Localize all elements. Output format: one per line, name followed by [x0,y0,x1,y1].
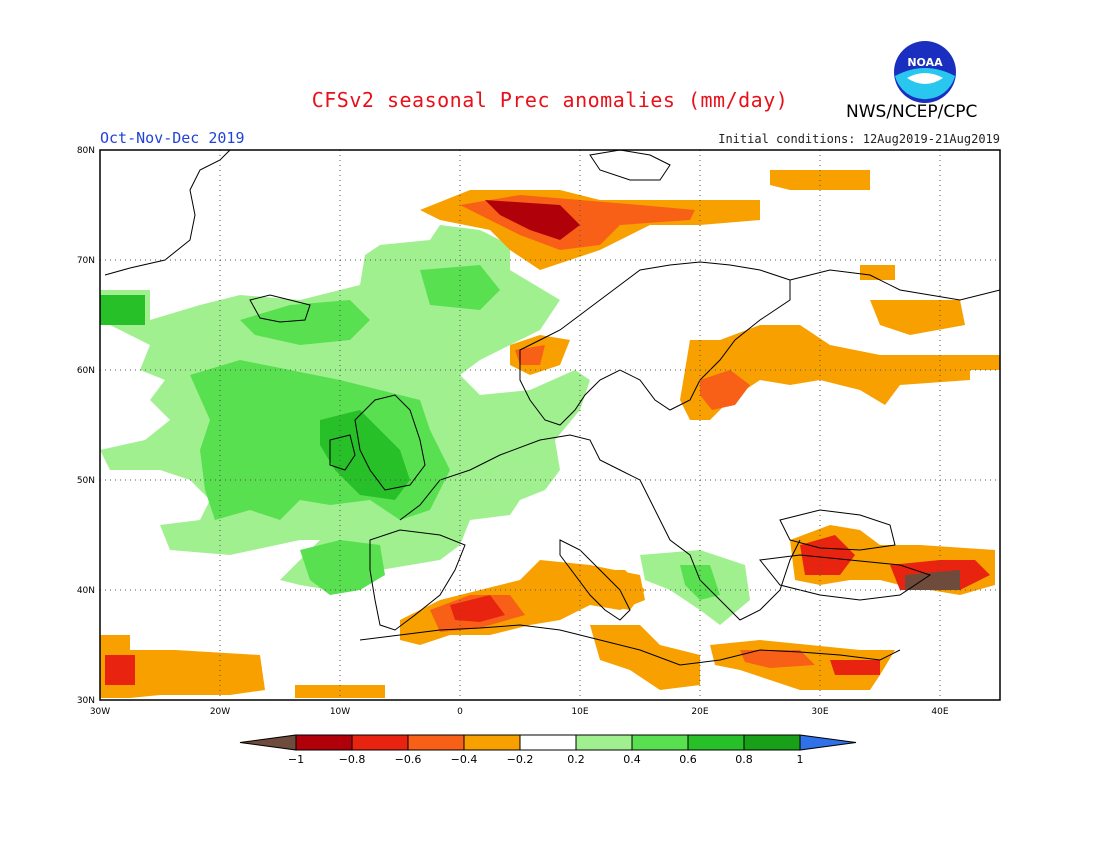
wet-region-balkans-core [680,565,720,600]
dry-region-subtropical-atlantic [100,635,265,698]
colorbar-tick-label: −0.6 [395,753,422,766]
lon-label: 40E [931,707,948,717]
lat-label: 30N [77,696,95,706]
dry-region-libya [590,625,700,690]
dry-region-levant-core [830,660,880,675]
dry-region-finland [700,370,750,410]
dry-region-caucasus-max [905,570,960,590]
colorbar-tick-label: 1 [797,753,804,766]
lon-label: 10W [330,707,350,717]
colorbar-swatch [687,734,745,751]
ireland-coast [329,434,356,471]
lon-label: 10E [571,707,588,717]
dry-region-algeria-core [450,595,505,622]
lon-label: 20W [210,707,230,717]
uk-coast [354,394,426,491]
lon-label: 30W [90,707,110,717]
colorbar-swatch [631,734,689,751]
noaa-logo: NOAA [894,41,956,103]
lon-labels: 30W 20W 10W 0 10E 20E 30E 40E [90,707,949,717]
colorbar-tick-label: 0.6 [679,753,697,766]
dry-region-white-sea [860,265,895,280]
colorbar-tick-label: −1 [288,753,304,766]
lon-label: 0 [457,707,463,717]
initial-conditions: Initial conditions: 12Aug2019-21Aug2019 [718,132,1000,146]
colorbar-tick-label: 0.2 [567,753,585,766]
map-title: CFSv2 seasonal Prec anomalies (mm/day) [311,88,789,112]
italy-coast [559,539,631,621]
forecast-period: Oct-Nov-Dec 2019 [100,129,245,147]
north-africa-coast [359,624,901,666]
black-sea-coast [779,509,896,551]
lat-label: 40N [77,586,95,596]
greenland-coast [104,149,231,276]
iceland-coast [249,294,311,323]
colorbar-swatch [407,734,465,751]
dry-region-egypt-core [740,650,815,668]
colorbar-swatch [519,734,577,751]
dry-region-russia [680,325,1000,420]
scandinavia-coast [519,261,791,426]
colorbar-swatch [575,734,633,751]
wet-region-ne-atlantic [100,295,145,325]
dry-region-norway-core [515,345,545,365]
colorbar-tick-label: 0.4 [623,753,641,766]
lat-label: 70N [77,256,95,266]
colorbar-swatch [743,734,801,751]
colorbar: −1 −0.8 −0.6 −0.4 −0.2 0.2 0.4 0.6 0.8 1 [239,734,857,766]
wet-region-norwegian-sea [420,265,500,310]
colorbar-arrow-low [239,734,297,751]
russia-north-coast [789,269,1001,301]
colorbar-swatch [463,734,521,751]
wet-region-north-atlantic [240,300,370,345]
anomaly-field [100,170,1000,698]
dry-region-turkey-core [800,535,855,575]
graticule [100,150,1000,700]
dry-region-morocco-s [295,685,385,698]
lat-label: 50N [77,476,95,486]
lat-labels: 80N 70N 60N 50N 40N 30N [77,146,95,706]
colorbar-tick-label: 0.8 [735,753,753,766]
logo-text: NOAA [907,56,943,69]
lat-label: 60N [77,366,95,376]
colorbar-arrow-high [799,734,857,751]
dry-region-russia-n [870,300,965,335]
europe-coast [399,434,801,621]
lon-label: 30E [811,707,828,717]
colorbar-tick-label: −0.2 [507,753,534,766]
colorbar-tick-label: −0.4 [451,753,478,766]
agency-label: NWS/NCEP/CPC [846,102,978,122]
lon-label: 20E [691,707,708,717]
colorbar-tick-label: −0.8 [339,753,366,766]
svalbard-coast [589,149,671,181]
colorbar-swatch [295,734,353,751]
iberia-coast [369,529,466,631]
dry-region-subtropical-core [105,655,135,685]
lat-label: 80N [77,146,95,156]
dry-region-italy [590,570,645,610]
map-frame [99,149,1001,701]
wet-region-iberia-n [300,540,385,595]
colorbar-swatch [351,734,409,751]
dry-region-barents-max [485,200,580,240]
wet-region-uk [320,410,410,500]
